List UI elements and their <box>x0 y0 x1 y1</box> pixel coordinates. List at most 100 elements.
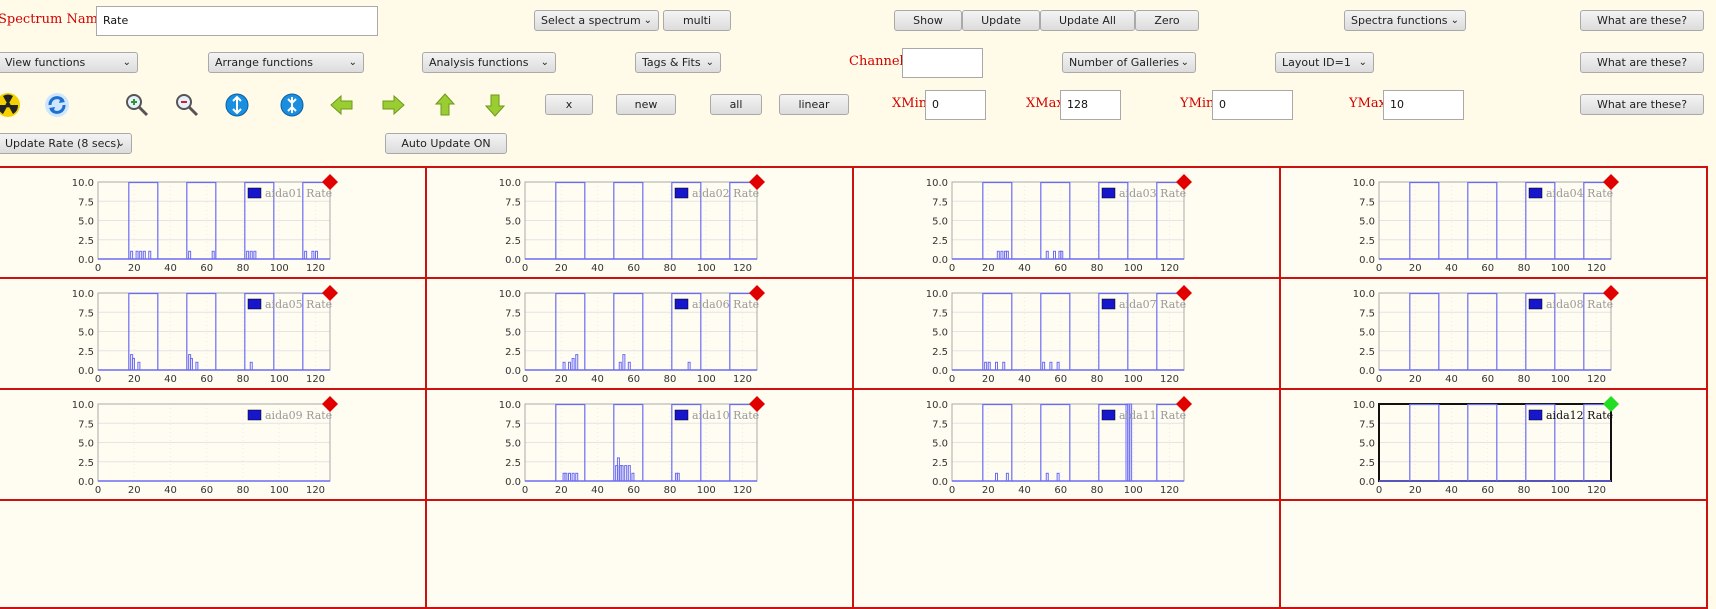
update-rate-dropdown[interactable]: Update Rate (8 secs) ⌄ <box>0 133 132 154</box>
gallery-cell[interactable] <box>852 499 1281 609</box>
gallery-cell[interactable]: 0.0 2.5 5.0 7.5 10.0 0 20 40 60 80 100 120 aida05 Ra… <box>0 277 427 390</box>
status-marker-icon <box>1176 174 1192 190</box>
gallery-cell[interactable]: 0.0 2.5 5.0 7.5 10.0 0 20 40 60 80 100 120 aida08 Ra… <box>1279 277 1708 390</box>
select-spectrum-dropdown[interactable]: Select a spectrum ⌄ <box>534 10 659 31</box>
all-button[interactable]: all <box>710 94 762 115</box>
legend-swatch <box>247 298 262 310</box>
spectrum-bin <box>195 361 199 371</box>
x-tick-label: 80 <box>1518 263 1531 274</box>
y-tick-label: 7.5 <box>505 419 521 430</box>
update-button[interactable]: Update <box>962 10 1040 31</box>
radiation-icon[interactable] <box>0 92 21 118</box>
x-tick-label: 20 <box>128 263 141 274</box>
x-button[interactable]: x <box>545 94 593 115</box>
x-tick-label: 80 <box>664 374 677 385</box>
y-tick-label: 5.0 <box>932 217 948 228</box>
legend-swatch <box>1101 298 1116 310</box>
layout-id-dropdown[interactable]: Layout ID=1 ⌄ <box>1275 52 1374 73</box>
gallery-cell[interactable]: 0.0 2.5 5.0 7.5 10.0 0 20 40 60 80 100 120 aida04 Ra… <box>1279 166 1708 279</box>
show-button[interactable]: Show <box>894 10 962 31</box>
spectrum-chart: 0.0 2.5 5.0 7.5 10.0 0 20 40 60 80 100 120 aida05 Ra… <box>72 285 338 385</box>
spectrum-name-input[interactable]: Rate <box>96 6 378 36</box>
gallery-cell[interactable]: 0.0 2.5 5.0 7.5 10.0 0 20 40 60 80 100 120 aida07 Ra… <box>852 277 1281 390</box>
x-tick-label: 80 <box>664 485 677 496</box>
x-tick-label: 20 <box>982 485 995 496</box>
chevron-down-icon: ⌄ <box>116 138 125 149</box>
help-button-row1[interactable]: What are these? <box>1580 10 1704 31</box>
gallery-cell[interactable]: 0.0 2.5 5.0 7.5 10.0 0 20 40 60 80 100 120 aida09 Ra… <box>0 388 427 501</box>
gallery-cell[interactable]: 0.0 2.5 5.0 7.5 10.0 0 20 40 60 80 100 120 aida06 Ra… <box>425 277 854 390</box>
tags-fits-dropdown[interactable]: Tags & Fits ⌄ <box>635 52 721 73</box>
new-button[interactable]: new <box>616 94 676 115</box>
refresh-icon[interactable] <box>44 92 70 118</box>
xmax-label: XMax <box>1026 96 1064 111</box>
ymin-input[interactable]: 0 <box>1212 90 1293 120</box>
compress-y-icon[interactable] <box>279 92 305 118</box>
xmax-input[interactable]: 128 <box>1060 90 1121 120</box>
x-tick-label: 60 <box>1481 485 1494 496</box>
arrow-down-icon[interactable] <box>482 92 508 118</box>
x-tick-label: 100 <box>1551 374 1570 385</box>
arrow-left-icon[interactable] <box>329 92 355 118</box>
x-tick-label: 60 <box>1054 485 1067 496</box>
spectrum-bin <box>995 472 998 482</box>
channel-input[interactable] <box>902 48 983 78</box>
gallery-cell[interactable]: 0.0 2.5 5.0 7.5 10.0 0 20 40 60 80 100 120 aida12 Ra… <box>1279 388 1708 501</box>
x-tick-label: 80 <box>1091 263 1104 274</box>
zoom-out-icon[interactable] <box>174 92 200 118</box>
x-tick-label: 20 <box>1409 485 1422 496</box>
linear-button[interactable]: linear <box>779 94 849 115</box>
gallery-cell[interactable]: 0.0 2.5 5.0 7.5 10.0 0 20 40 60 80 100 120 aida03 Ra… <box>852 166 1281 279</box>
x-tick-label: 40 <box>1445 263 1458 274</box>
zoom-in-icon[interactable] <box>124 92 150 118</box>
gallery-cell[interactable]: 0.0 2.5 5.0 7.5 10.0 0 20 40 60 80 100 120 aida10 Ra… <box>425 388 854 501</box>
auto-update-button[interactable]: Auto Update ON <box>385 133 507 154</box>
gallery-cell[interactable] <box>1279 499 1708 609</box>
xmin-input[interactable]: 0 <box>925 90 986 120</box>
update-all-button[interactable]: Update All <box>1040 10 1135 31</box>
ymax-input[interactable]: 10 <box>1383 90 1464 120</box>
help-button-row3[interactable]: What are these? <box>1580 94 1704 115</box>
arrange-functions-dropdown[interactable]: Arrange functions ⌄ <box>208 52 364 73</box>
spectrum-bin <box>311 250 315 260</box>
arrow-up-icon[interactable] <box>432 92 458 118</box>
legend-swatch <box>1101 409 1116 421</box>
chevron-down-icon: ⌄ <box>643 15 652 26</box>
help-button-row2[interactable]: What are these? <box>1580 52 1704 73</box>
gallery-cell[interactable]: 0.0 2.5 5.0 7.5 10.0 0 20 40 60 80 100 120 aida02 Ra… <box>425 166 854 279</box>
spectrum-bin <box>575 472 579 482</box>
y-tick-label: 7.5 <box>932 197 948 208</box>
x-tick-label: 0 <box>1376 485 1382 496</box>
expand-y-icon[interactable] <box>224 92 250 118</box>
x-tick-label: 20 <box>982 374 995 385</box>
y-tick-label: 0.0 <box>1359 477 1375 488</box>
legend-label: aida06 Rate <box>692 298 759 311</box>
legend-label: aida03 Rate <box>1119 187 1186 200</box>
x-tick-label: 40 <box>164 374 177 385</box>
gallery-cell[interactable]: 0.0 2.5 5.0 7.5 10.0 0 20 40 60 80 100 120 aida01 Ra… <box>0 166 427 279</box>
y-tick-label: 5.0 <box>1359 328 1375 339</box>
view-functions-dropdown[interactable]: View functions ⌄ <box>0 52 138 73</box>
gallery-cell[interactable] <box>425 499 854 609</box>
analysis-functions-dropdown[interactable]: Analysis functions ⌄ <box>422 52 556 73</box>
gallery-cell[interactable]: 0.0 2.5 5.0 7.5 10.0 0 20 40 60 80 100 120 aida11 Ra… <box>852 388 1281 501</box>
spectrum-bin <box>995 361 998 371</box>
y-tick-label: 2.5 <box>1359 236 1375 247</box>
spectrum-bin <box>631 472 635 482</box>
x-tick-label: 60 <box>1481 263 1494 274</box>
arrow-right-icon[interactable] <box>380 92 406 118</box>
channel-label: Channel: <box>849 54 909 69</box>
y-tick-label: 7.5 <box>505 308 521 319</box>
gallery-cell[interactable] <box>0 499 427 609</box>
chevron-down-icon: ⌄ <box>1450 15 1459 26</box>
y-tick-label: 10.0 <box>499 289 521 300</box>
spectrum-bin <box>687 361 691 371</box>
multi-button[interactable]: multi <box>663 10 731 31</box>
y-tick-label: 2.5 <box>932 458 948 469</box>
spectrum-bin <box>253 250 257 260</box>
zero-button[interactable]: Zero <box>1135 10 1199 31</box>
number-of-galleries-dropdown[interactable]: Number of Galleries ⌄ <box>1062 52 1196 73</box>
spectrum-bin <box>1002 361 1006 371</box>
spectra-functions-dropdown[interactable]: Spectra functions ⌄ <box>1344 10 1466 31</box>
x-tick-label: 60 <box>200 263 213 274</box>
